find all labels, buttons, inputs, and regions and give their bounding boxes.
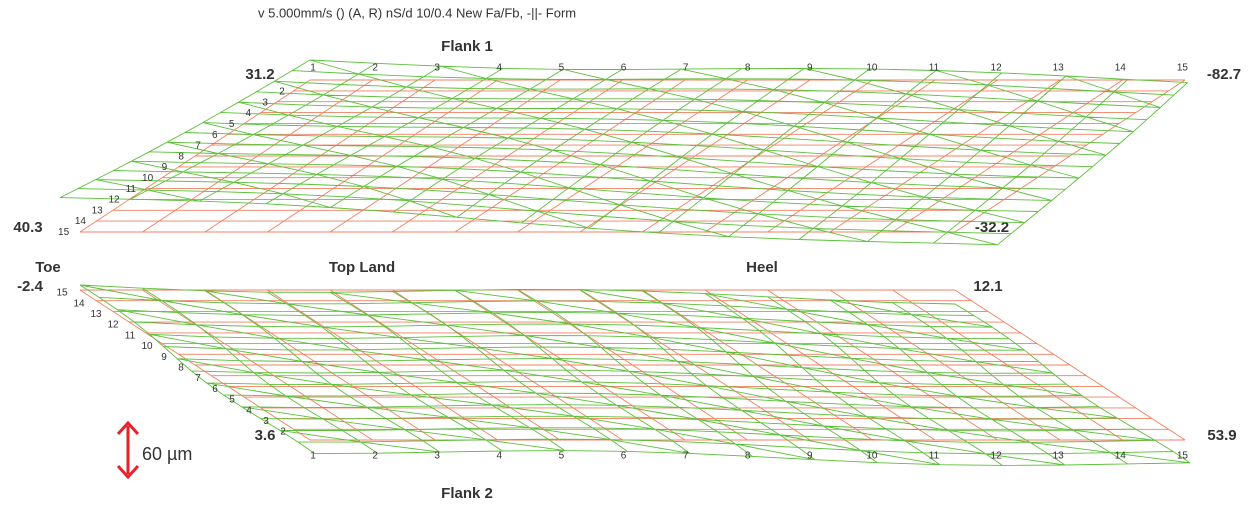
grid-index: 15 <box>56 288 68 299</box>
grid-index: 10 <box>142 173 154 184</box>
grid-index: 9 <box>807 63 813 74</box>
grid-index: 14 <box>1115 63 1127 74</box>
grid-index: 11 <box>929 451 940 462</box>
grid-index: 8 <box>178 363 184 374</box>
corner-value: 31.2 <box>245 66 274 83</box>
grid-index: 7 <box>195 373 201 384</box>
grid-index: 11 <box>929 63 940 74</box>
grid-index: 15 <box>1177 63 1189 74</box>
grid-index: 6 <box>212 130 218 141</box>
toe-label: Toe <box>35 259 61 276</box>
header: v 5.000mm/s () (A, R) nS/d 10/0.4 New Fa… <box>258 5 576 20</box>
grid-index: 3 <box>262 97 268 108</box>
grid-index: 2 <box>280 427 286 438</box>
flank-title: Flank 2 <box>441 485 493 502</box>
grid-index: 8 <box>745 63 751 74</box>
grid-index: 13 <box>92 205 104 216</box>
scale-arrow <box>116 420 140 480</box>
grid-index: 9 <box>807 451 813 462</box>
grid-index: 14 <box>1115 451 1127 462</box>
grid-index: 14 <box>75 216 87 227</box>
grid-index: 10 <box>141 341 153 352</box>
flank-title: Flank 1 <box>441 38 493 55</box>
grid-index: 12 <box>991 63 1003 74</box>
grid-index: 5 <box>559 63 565 74</box>
scale-label: 60 µm <box>142 444 192 464</box>
grid-index: 10 <box>866 451 878 462</box>
grid-index: 1 <box>310 63 316 74</box>
mesh <box>59 59 1188 246</box>
meshes <box>59 59 1191 466</box>
grid-index: 12 <box>991 451 1003 462</box>
grid-index: 13 <box>90 309 102 320</box>
grid-index: 4 <box>246 108 252 119</box>
grid-index: 4 <box>497 451 503 462</box>
grid-index: 12 <box>107 320 119 331</box>
grid-index: 4 <box>497 63 503 74</box>
corner-value: 3.6 <box>255 427 276 444</box>
corner-value: -82.7 <box>1207 66 1241 83</box>
grid-index: 3 <box>434 63 440 74</box>
grid-index: 1 <box>310 451 316 462</box>
grid-index: 8 <box>178 151 184 162</box>
top-land-label: Top Land <box>329 259 395 276</box>
grid-index: 10 <box>866 63 878 74</box>
grid-index: 9 <box>162 162 168 173</box>
grid-index: 11 <box>125 330 136 341</box>
grid-index: 12 <box>108 195 120 206</box>
grid-index: 7 <box>683 63 689 74</box>
grid-index: 5 <box>229 119 235 130</box>
grid-index: 6 <box>621 63 627 74</box>
grid-index: 9 <box>161 352 167 363</box>
grid-index: 8 <box>745 451 751 462</box>
grid-index: 14 <box>73 298 85 309</box>
grid-index: 13 <box>1053 451 1065 462</box>
grid-index: 6 <box>621 451 627 462</box>
grid-index: 6 <box>212 384 218 395</box>
grid-index: 2 <box>372 63 378 74</box>
grid-index: 4 <box>246 405 252 416</box>
grid-index: 2 <box>372 451 378 462</box>
corner-value: 12.1 <box>973 278 1002 295</box>
grid-index: 13 <box>1053 63 1065 74</box>
grid-index: 5 <box>559 451 565 462</box>
grid-index: 15 <box>58 227 70 238</box>
grid-index: 15 <box>1177 451 1189 462</box>
mesh <box>79 284 1191 466</box>
corner-value: -32.2 <box>975 219 1009 236</box>
grid-index: 3 <box>263 416 269 427</box>
corner-value: 40.3 <box>13 219 42 236</box>
corner-value: -2.4 <box>17 278 44 295</box>
grid-index: 11 <box>126 184 137 195</box>
grid-index: 2 <box>279 87 285 98</box>
corner-value: 53.9 <box>1207 427 1236 444</box>
grid-index: 5 <box>229 395 235 406</box>
grid-index: 7 <box>195 141 201 152</box>
heel-label: Heel <box>746 259 778 276</box>
grid-index: 3 <box>434 451 440 462</box>
grid-index: 7 <box>683 451 689 462</box>
